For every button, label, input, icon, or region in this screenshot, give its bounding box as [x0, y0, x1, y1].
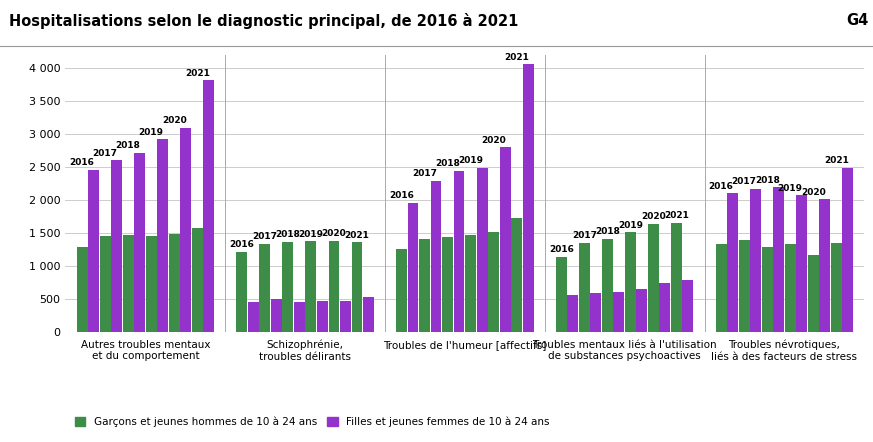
Bar	[430, 181, 442, 332]
Bar	[77, 247, 87, 332]
Text: 2016: 2016	[230, 240, 254, 249]
Bar	[271, 299, 282, 332]
Bar	[317, 301, 327, 332]
Text: 2018: 2018	[436, 160, 460, 168]
Bar	[146, 236, 156, 332]
Text: 2017: 2017	[252, 232, 278, 241]
Bar	[134, 152, 145, 332]
Bar	[237, 252, 247, 332]
Bar	[465, 236, 476, 332]
Text: 2021: 2021	[664, 211, 689, 221]
Text: 2018: 2018	[276, 230, 300, 240]
Text: 2016: 2016	[389, 191, 414, 200]
Bar	[157, 139, 168, 332]
Text: 2020: 2020	[321, 229, 347, 238]
Text: 2020: 2020	[641, 212, 666, 221]
Bar	[625, 232, 636, 332]
Bar	[100, 236, 111, 332]
Bar	[579, 243, 590, 332]
Bar	[808, 255, 819, 332]
Bar	[328, 241, 340, 332]
Bar	[750, 189, 761, 332]
Bar	[523, 65, 533, 332]
Bar	[168, 235, 180, 332]
Bar	[396, 249, 407, 332]
Bar	[306, 241, 316, 332]
Bar	[648, 224, 659, 332]
Bar	[727, 194, 738, 332]
Bar	[88, 170, 99, 332]
Text: 2019: 2019	[139, 128, 163, 137]
Bar	[716, 244, 726, 332]
Text: 2017: 2017	[732, 177, 757, 186]
Text: 2021: 2021	[185, 69, 210, 78]
Text: 2016: 2016	[549, 245, 574, 254]
Bar	[111, 160, 122, 332]
Text: 2021: 2021	[824, 156, 849, 165]
Text: 2020: 2020	[801, 188, 826, 197]
Text: 2020: 2020	[481, 136, 506, 145]
Bar	[773, 187, 784, 332]
Bar	[408, 202, 418, 332]
Bar	[785, 244, 795, 332]
Text: 2021: 2021	[505, 53, 529, 62]
Legend: Garçons et jeunes hommes de 10 à 24 ans, Filles et jeunes femmes de 10 à 24 ans: Garçons et jeunes hommes de 10 à 24 ans,…	[71, 412, 553, 431]
Text: 2017: 2017	[412, 169, 437, 178]
Text: 2019: 2019	[299, 230, 323, 239]
Text: G4: G4	[847, 13, 869, 28]
Bar	[454, 171, 464, 332]
Bar	[671, 223, 682, 332]
Bar	[180, 128, 191, 332]
Bar	[259, 244, 271, 332]
Bar	[203, 80, 214, 332]
Text: 2018: 2018	[595, 227, 620, 236]
Text: 2020: 2020	[162, 116, 187, 125]
Text: 2017: 2017	[572, 231, 597, 240]
Bar	[443, 237, 453, 332]
Bar	[762, 248, 773, 332]
Bar	[192, 228, 203, 332]
Text: 2018: 2018	[755, 176, 780, 185]
Bar	[683, 280, 693, 332]
Bar	[283, 242, 293, 332]
Text: 2019: 2019	[458, 156, 483, 165]
Bar	[602, 239, 613, 332]
Text: 2021: 2021	[345, 231, 369, 240]
Bar	[248, 302, 258, 332]
Bar	[590, 293, 601, 332]
Bar	[819, 199, 830, 332]
Bar	[352, 242, 362, 332]
Text: 2018: 2018	[116, 141, 141, 150]
Bar	[499, 147, 511, 332]
Text: 2016: 2016	[709, 182, 733, 191]
Bar	[477, 168, 487, 332]
Text: Hospitalisations selon le diagnostic principal, de 2016 à 2021: Hospitalisations selon le diagnostic pri…	[9, 13, 518, 29]
Bar	[567, 295, 578, 332]
Text: 2019: 2019	[618, 221, 643, 229]
Text: 2016: 2016	[70, 158, 94, 167]
Bar	[842, 168, 853, 332]
Bar	[340, 301, 351, 332]
Bar	[512, 218, 522, 332]
Text: 2017: 2017	[93, 149, 118, 158]
Bar	[659, 283, 670, 332]
Bar	[831, 244, 842, 332]
Bar	[488, 232, 499, 332]
Bar	[739, 240, 750, 332]
Bar	[419, 240, 430, 332]
Bar	[796, 195, 807, 332]
Bar	[294, 302, 305, 332]
Bar	[556, 256, 567, 332]
Text: 2019: 2019	[778, 184, 802, 193]
Bar	[363, 297, 374, 332]
Bar	[123, 235, 134, 332]
Bar	[636, 290, 647, 332]
Bar	[614, 292, 624, 332]
